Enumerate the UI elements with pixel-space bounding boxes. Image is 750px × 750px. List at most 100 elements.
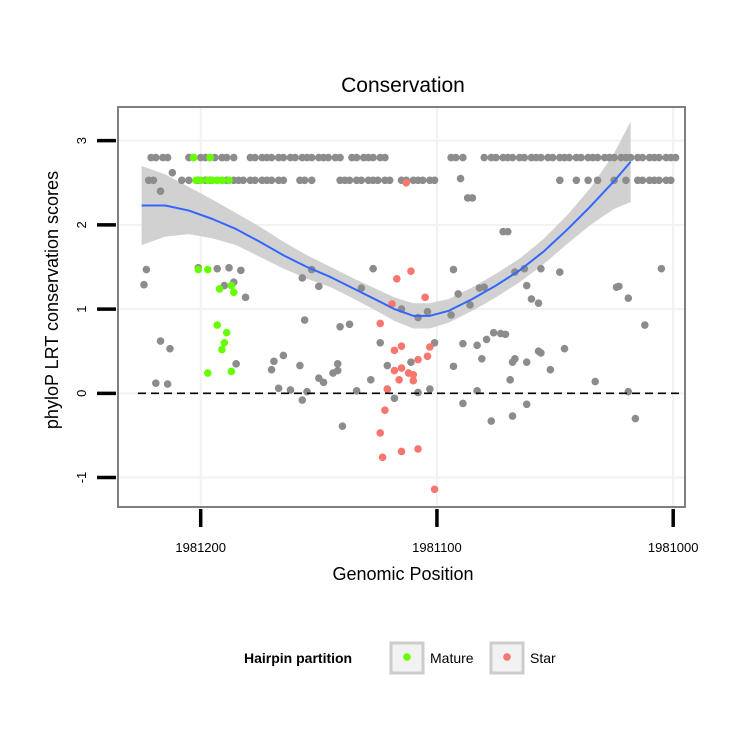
point-other: [241, 293, 250, 302]
point-star: [378, 453, 387, 462]
point-other: [508, 153, 517, 162]
point-other: [459, 339, 467, 348]
point-other: [452, 153, 460, 162]
point-other: [546, 365, 555, 374]
point-mature: [222, 328, 231, 337]
point-other: [225, 264, 233, 272]
point-star: [397, 342, 406, 350]
point-other: [298, 274, 307, 282]
point-mature: [196, 176, 205, 185]
point-other: [232, 360, 240, 368]
point-other: [560, 344, 569, 353]
legend-label-mature: Mature: [430, 650, 474, 666]
point-other: [555, 176, 564, 185]
point-other: [279, 153, 288, 162]
point-other: [267, 153, 276, 162]
point-other: [300, 176, 309, 185]
point-star: [376, 319, 385, 328]
point-other: [336, 322, 344, 331]
point-other: [229, 153, 238, 162]
point-other: [270, 357, 278, 366]
point-other: [624, 387, 633, 396]
point-other: [447, 311, 455, 319]
point-other: [631, 414, 640, 423]
point-other: [591, 377, 600, 386]
point-other: [369, 153, 377, 162]
point-mature: [218, 345, 226, 354]
point-other: [352, 153, 361, 162]
point-other: [522, 358, 531, 366]
point-other: [480, 153, 488, 162]
point-other: [307, 153, 316, 162]
point-other: [456, 174, 465, 183]
point-other: [487, 417, 496, 425]
point-other: [381, 153, 389, 162]
point-other: [324, 153, 333, 162]
x-tick-label: 1981000: [648, 540, 699, 555]
point-other: [522, 281, 531, 290]
x-axis-title: Genomic Position: [332, 564, 473, 584]
point-other: [142, 265, 151, 274]
point-other: [357, 284, 366, 292]
point-star: [381, 406, 389, 414]
point-other: [537, 264, 545, 273]
point-other: [548, 153, 557, 162]
point-other: [593, 153, 602, 162]
point-other: [610, 153, 618, 162]
point-other: [577, 153, 585, 162]
point-mature: [218, 176, 226, 185]
point-star: [407, 267, 415, 276]
point-star: [402, 178, 411, 187]
y-tick-label: 1: [74, 305, 89, 312]
point-other: [251, 153, 259, 162]
point-other: [527, 295, 536, 303]
point-other: [565, 153, 574, 162]
point-other: [369, 264, 377, 273]
y-tick-label: 0: [74, 390, 89, 397]
point-other: [508, 412, 517, 420]
point-other: [213, 264, 222, 273]
point-other: [156, 337, 165, 345]
point-mature: [206, 153, 214, 162]
point-other: [459, 399, 467, 408]
point-mature: [229, 288, 238, 297]
point-other: [508, 358, 517, 366]
point-other: [520, 153, 529, 162]
point-other: [274, 384, 283, 393]
point-other: [315, 282, 323, 291]
point-other: [390, 394, 399, 403]
point-other: [298, 396, 307, 404]
point-other: [300, 316, 309, 324]
point-other: [655, 153, 663, 162]
point-other: [466, 301, 474, 309]
y-tick-label: -1: [74, 472, 89, 484]
point-other: [152, 379, 160, 388]
point-star: [430, 485, 439, 494]
point-other: [383, 361, 392, 370]
point-other: [267, 176, 276, 185]
point-star: [426, 343, 434, 351]
point-other: [333, 360, 342, 368]
point-other: [168, 168, 177, 177]
point-other: [222, 153, 231, 162]
point-star: [397, 364, 406, 372]
smooth-line: [141, 161, 632, 317]
point-star: [392, 274, 401, 283]
point-other: [492, 153, 500, 162]
point-other: [641, 321, 649, 329]
data-points: [140, 153, 680, 494]
point-star: [376, 429, 385, 437]
point-other: [336, 153, 344, 162]
point-other: [622, 176, 630, 185]
point-other: [279, 351, 288, 360]
point-other: [624, 294, 633, 302]
point-mature: [220, 338, 229, 347]
point-other: [357, 176, 366, 185]
point-star: [390, 346, 399, 355]
point-star: [414, 355, 422, 364]
point-other: [166, 344, 174, 353]
point-other: [296, 361, 304, 370]
point-star: [409, 376, 418, 385]
point-other: [423, 307, 432, 316]
